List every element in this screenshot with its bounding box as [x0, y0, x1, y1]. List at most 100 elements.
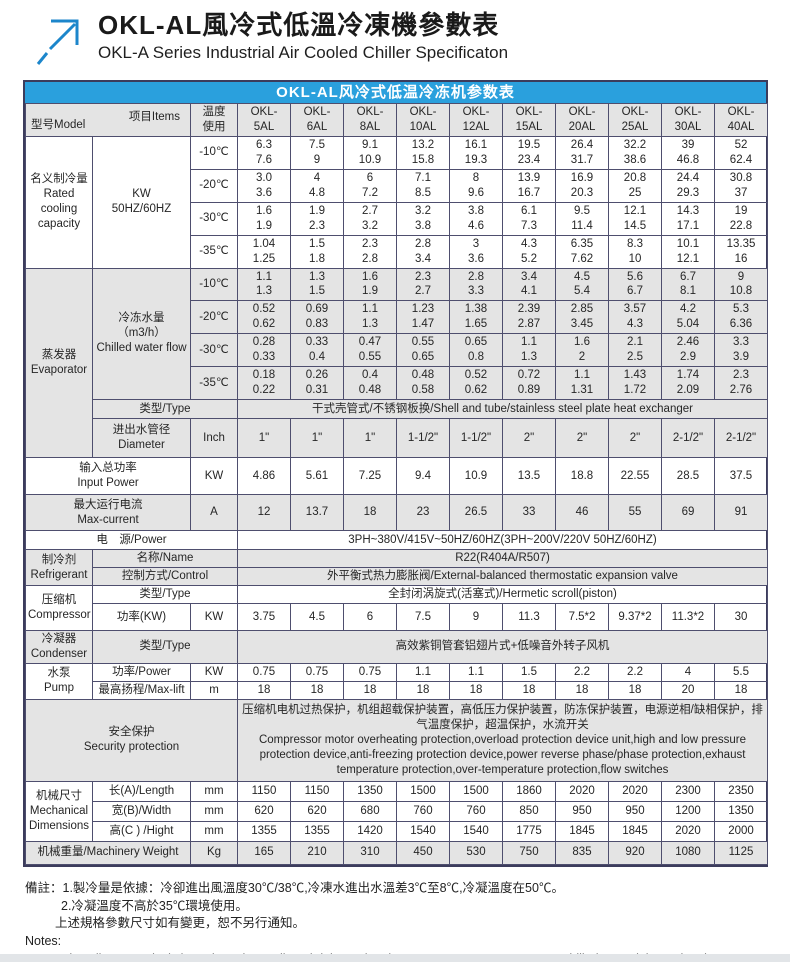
temp-usage-header: 温度 使用: [190, 103, 238, 137]
table-row: 高(C ) /Hight mm 1355 1355 1420 1540 1540 1775 18…: [26, 820, 768, 842]
value-cell: 1500: [449, 780, 503, 802]
value-cell: 2.1 2.5: [608, 333, 662, 368]
control-value: 外平衡式热力膨胀阀/External-balanced thermostatic…: [237, 567, 768, 586]
value-cell: 12.1 14.5: [608, 201, 662, 236]
table-row: 制冷剂 Refrigerant 名称/Name R22(R404A/R507): [25, 549, 768, 586]
value-cell: 18: [555, 680, 609, 700]
value-cell: 1": [237, 418, 291, 458]
value-cell: 310: [343, 840, 397, 865]
title-block: OKL-AL風冷式低溫冷凍機參數表 OKL-A Series Industria…: [98, 10, 508, 63]
section-label: 机械尺寸 Mechanical Dimensions: [25, 780, 93, 842]
value-cell: 30.8 37: [714, 168, 768, 203]
value-cell: 0.72 0.89: [502, 366, 556, 400]
value-cell: 1-1/2": [449, 418, 503, 458]
value-cell: 3.4 4.1: [502, 267, 556, 302]
value-cell: 2.8 3.4: [396, 234, 450, 269]
item-label: KW 50HZ/60HZ: [92, 136, 191, 269]
item-label: 控制方式/Control: [92, 567, 238, 586]
value-cell: 530: [449, 840, 503, 865]
value-cell: 0.75: [343, 662, 397, 682]
value-cell: 52 62.4: [714, 136, 768, 170]
value-cell: 1150: [237, 780, 291, 802]
note-line-zh-2: 2.冷凝溫度不高於35℃環境使用。: [61, 898, 248, 913]
value-cell: 10.9: [449, 457, 503, 495]
value-cell: 18: [608, 680, 662, 700]
value-cell: 7.5*2: [555, 603, 609, 631]
value-cell: 2020: [608, 780, 662, 802]
value-cell: 9: [449, 603, 503, 631]
value-cell: 1540: [396, 820, 450, 842]
value-cell: 4.2 5.04: [661, 300, 715, 335]
col-header: OKL- 20AL: [555, 103, 609, 137]
power-value: 3PH~380V/415V~50HZ/60HZ(3PH~200V/220V 50…: [237, 530, 768, 550]
value-cell: 9.4: [396, 457, 450, 495]
value-cell: 750: [502, 840, 556, 865]
value-cell: 11.3*2: [661, 603, 715, 631]
value-cell: 2000: [714, 820, 768, 842]
value-cell: 19.5 23.4: [502, 136, 556, 170]
value-cell: 5.3 6.36: [714, 300, 768, 335]
unit-label: KW: [190, 662, 238, 682]
value-cell: 18: [237, 680, 291, 700]
unit-label: mm: [190, 800, 238, 822]
value-cell: 13.7: [290, 494, 344, 531]
value-cell: 33: [502, 494, 556, 531]
item-label: 类型/Type: [92, 399, 238, 419]
value-cell: 22.55: [608, 457, 662, 495]
value-cell: 1350: [343, 780, 397, 802]
value-cell: 3.57 4.3: [608, 300, 662, 335]
value-cell: 5.5: [714, 662, 768, 682]
section-label: 安全保护 Security protection: [25, 698, 238, 782]
value-cell: 20.8 25: [608, 168, 662, 203]
value-cell: 3.8 4.6: [449, 201, 503, 236]
unit-label: A: [190, 494, 238, 531]
value-cell: 37.5: [714, 457, 768, 495]
value-cell: 2": [555, 418, 609, 458]
temp-label: -35℃: [190, 366, 238, 400]
value-cell: 2.2: [608, 662, 662, 682]
table-row: 机械尺寸 Mechanical Dimensions 长(A)/Length mm 1…: [25, 780, 768, 842]
section-label: 制冷剂 Refrigerant: [25, 549, 93, 586]
value-cell: 8.3 10: [608, 234, 662, 269]
table-row: 名义制冷量 Rated cooling capacity KW 50HZ/60HZ…: [25, 136, 768, 269]
table-row: 型号Model 项目Items 温度 使用 OKL- 5AL OKL- 6AL OKL- …: [25, 103, 768, 137]
temp-label: -35℃: [190, 234, 238, 269]
value-cell: 620: [237, 800, 291, 822]
value-cell: 11.3: [502, 603, 556, 631]
value-cell: 950: [608, 800, 662, 822]
value-cell: 6.35 7.62: [555, 234, 609, 269]
section-label: 压缩机 Compressor: [25, 585, 93, 631]
value-cell: 91: [714, 494, 768, 531]
value-cell: 23: [396, 494, 450, 531]
value-cell: 0.55 0.65: [396, 333, 450, 368]
temp-label: -20℃: [190, 168, 238, 203]
section-label: 水泵 Pump: [25, 662, 93, 700]
value-cell: 55: [608, 494, 662, 531]
table-row: -20℃ 3.0 3.6 4 4.8 6 7.2 7.1 8.5 8 9.6 13.9 16…: [26, 168, 768, 203]
section-label: 冷凝器 Condenser: [25, 630, 93, 664]
value-cell: 1125: [714, 840, 768, 865]
value-cell: 7.1 8.5: [396, 168, 450, 203]
value-cell: 26.5: [449, 494, 503, 531]
item-label: 类型/Type: [92, 585, 238, 604]
value-cell: 4.5 5.4: [555, 267, 609, 302]
value-cell: 450: [396, 840, 450, 865]
value-cell: 1845: [608, 820, 662, 842]
value-cell: 9.5 11.4: [555, 201, 609, 236]
value-cell: 1355: [290, 820, 344, 842]
page-header: OKL-AL風冷式低溫冷凍機參數表 OKL-A Series Industria…: [0, 0, 790, 76]
table-row: 水泵 Pump 功率/Power KW 0.75 0.75 0.75 1.1 1.1 1.5 2.…: [25, 662, 768, 700]
value-cell: 850: [502, 800, 556, 822]
value-cell: 26.4 31.7: [555, 136, 609, 170]
item-label: 电 源/Power: [25, 530, 238, 550]
col-header: OKL- 15AL: [502, 103, 556, 137]
item-label: 类型/Type: [92, 630, 238, 664]
value-cell: 7.25: [343, 457, 397, 495]
value-cell: 1775: [502, 820, 556, 842]
value-cell: 3 3.6: [449, 234, 503, 269]
value-cell: 6.1 7.3: [502, 201, 556, 236]
value-cell: 920: [608, 840, 662, 865]
temp-label: -30℃: [190, 333, 238, 368]
value-cell: 210: [290, 840, 344, 865]
value-cell: 0.52 0.62: [237, 300, 291, 335]
